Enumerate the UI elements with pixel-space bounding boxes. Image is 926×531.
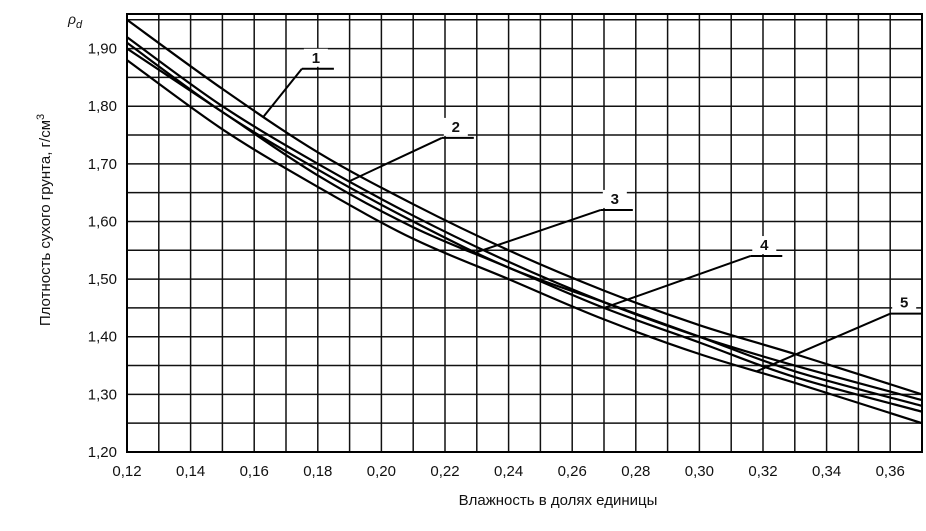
y-tick-label: 1,60 [88,213,117,230]
y-symbol: ρd [67,11,83,31]
x-tick-label: 0,16 [240,463,269,480]
callout-label-bg [303,48,328,67]
grid [126,13,923,453]
x-tick-label: 0,14 [176,463,205,480]
plot-frame [126,13,923,453]
callout-label: 5 [900,295,908,312]
series-group [126,18,923,425]
callout-label-bg [752,236,777,255]
callout-label: 3 [611,191,619,208]
callout-label-bg [443,117,468,136]
y-tick-label: 1,80 [88,98,117,115]
callout-label: 1 [312,50,320,67]
callout-leader [756,312,891,373]
annotations: 1 2 3 4 5 [262,48,923,373]
callout-label: 4 [760,237,769,254]
series-line-4 [126,47,923,413]
y-tick-label: 1,70 [88,156,117,173]
y-tick-label: 1,90 [88,41,117,58]
x-tick-label: 0,34 [812,463,841,480]
x-tick-label: 0,36 [876,463,905,480]
y-tick-label: 1,30 [88,386,117,403]
x-tick-labels: 0,12 0,14 0,16 0,18 0,20 0,22 0,24 0,26 0,28 0,30… [112,463,904,480]
series-line-5 [126,59,923,425]
y-axis-title: Плотность сухого грунта, г/см3 [35,114,54,326]
x-tick-label: 0,18 [303,463,332,480]
callout-leader [349,137,443,183]
x-tick-label: 0,24 [494,463,523,480]
series-line-1 [126,18,923,396]
x-tick-label: 0,20 [367,463,396,480]
y-tick-label: 1,50 [88,271,117,288]
x-tick-label: 0,12 [112,463,141,480]
x-axis-title: Влажность в долях единицы [459,492,658,509]
x-tick-label: 0,30 [685,463,714,480]
x-tick-label: 0,22 [430,463,459,480]
callout-label-bg [602,189,627,208]
x-tick-label: 0,32 [748,463,777,480]
callout-leader [603,255,751,309]
callout-label-bg [892,293,917,312]
x-tick-label: 0,26 [558,463,587,480]
callout-leader [262,68,303,118]
y-tick-label: 1,40 [88,329,117,346]
y-tick-labels: 1,20 1,30 1,40 1,50 1,60 1,70 1,80 1,90 [88,41,117,461]
series-line-2 [126,36,923,402]
y-tick-label: 1,20 [88,444,117,461]
callout-label: 2 [452,119,460,136]
x-tick-label: 0,28 [621,463,650,480]
callout-leader [476,209,602,254]
